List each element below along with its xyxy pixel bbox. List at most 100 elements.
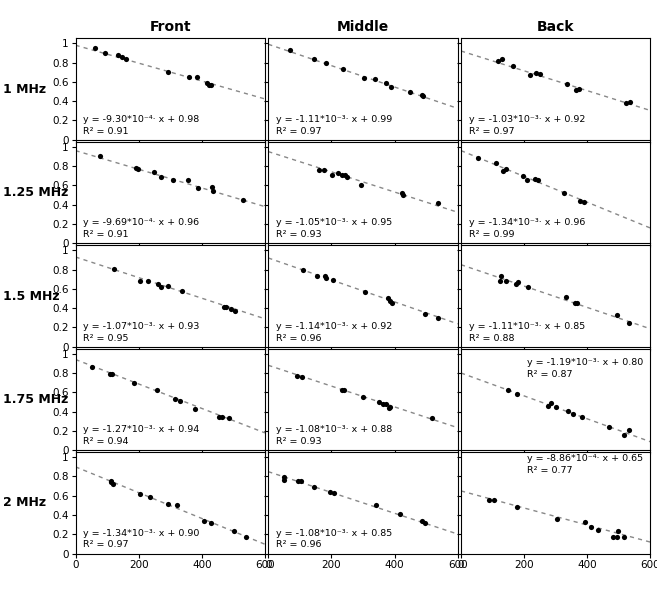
Point xyxy=(525,70,535,80)
Point xyxy=(149,168,160,177)
Point xyxy=(320,271,330,281)
Point xyxy=(168,175,178,185)
Text: y = -1.34*10⁻³· x + 0.90
R² = 0.97: y = -1.34*10⁻³· x + 0.90 R² = 0.97 xyxy=(83,529,200,549)
Point xyxy=(619,532,629,541)
Point xyxy=(296,477,306,486)
Point xyxy=(112,50,123,59)
Point xyxy=(534,69,545,79)
Point xyxy=(377,400,388,409)
Point xyxy=(100,49,110,58)
Point xyxy=(568,409,579,419)
Point xyxy=(496,271,507,281)
Point xyxy=(117,52,127,62)
Point xyxy=(495,276,506,285)
Point xyxy=(551,403,561,412)
Point xyxy=(625,97,635,107)
Point xyxy=(172,500,183,510)
Point xyxy=(192,72,202,82)
Point xyxy=(298,266,308,275)
Point xyxy=(337,170,348,179)
Point xyxy=(543,401,553,411)
Point xyxy=(574,196,585,205)
Point xyxy=(612,532,623,542)
Point xyxy=(511,502,522,511)
Point xyxy=(109,264,120,274)
Text: y = -1.08*10⁻³· x + 0.88
R² = 0.93: y = -1.08*10⁻³· x + 0.88 R² = 0.93 xyxy=(276,425,392,446)
Text: 1.25 MHz: 1.25 MHz xyxy=(3,186,69,199)
Point xyxy=(321,59,331,68)
Point xyxy=(512,390,522,399)
Point xyxy=(612,310,622,320)
Point xyxy=(574,84,585,94)
Point xyxy=(156,172,166,182)
Point xyxy=(152,385,162,395)
Point xyxy=(561,292,572,302)
Point xyxy=(340,170,351,180)
Point xyxy=(193,183,203,192)
Point xyxy=(134,490,145,499)
Point xyxy=(338,64,348,73)
Point xyxy=(153,279,164,289)
Point xyxy=(219,302,229,311)
Point xyxy=(221,302,231,311)
Point xyxy=(170,394,181,404)
Point xyxy=(183,176,193,185)
Point xyxy=(370,75,380,84)
Text: 2 MHz: 2 MHz xyxy=(3,497,47,510)
Point xyxy=(177,286,187,295)
Point xyxy=(162,500,173,509)
Point xyxy=(559,188,570,197)
Point xyxy=(562,79,573,88)
Point xyxy=(380,399,391,408)
Point xyxy=(530,174,541,184)
Point xyxy=(106,478,116,487)
Point xyxy=(551,514,562,524)
Point xyxy=(145,492,155,501)
Point xyxy=(383,293,394,303)
Point xyxy=(384,402,395,411)
Point xyxy=(238,196,248,205)
Point xyxy=(394,509,405,519)
Point xyxy=(131,163,141,172)
Point xyxy=(570,298,580,308)
Point xyxy=(359,73,369,83)
Point xyxy=(433,313,443,323)
Point xyxy=(497,54,507,64)
Point xyxy=(105,369,116,378)
Point xyxy=(327,170,337,180)
Point xyxy=(311,271,322,281)
Point xyxy=(309,54,319,63)
Point xyxy=(279,475,290,485)
Point xyxy=(387,298,397,308)
Point xyxy=(339,386,350,395)
Point xyxy=(309,482,319,492)
Point xyxy=(328,275,338,284)
Point xyxy=(419,310,430,319)
Point xyxy=(374,397,384,407)
Point xyxy=(398,190,409,200)
Point xyxy=(417,91,427,100)
Point xyxy=(121,54,131,63)
Text: y = -1.07*10⁻³· x + 0.93
R² = 0.95: y = -1.07*10⁻³· x + 0.93 R² = 0.95 xyxy=(83,321,200,343)
Point xyxy=(190,404,200,413)
Point xyxy=(175,396,185,406)
Point xyxy=(418,91,428,101)
Point xyxy=(107,369,118,379)
Point xyxy=(355,181,366,190)
Point xyxy=(503,385,514,394)
Point xyxy=(545,398,556,408)
Text: Middle: Middle xyxy=(337,20,389,34)
Point xyxy=(420,519,430,528)
Point xyxy=(385,297,396,306)
Point xyxy=(95,151,105,160)
Point xyxy=(620,98,631,108)
Point xyxy=(473,154,484,163)
Point xyxy=(518,171,529,181)
Point xyxy=(129,378,140,388)
Point xyxy=(229,306,240,316)
Point xyxy=(206,80,216,89)
Point xyxy=(498,166,509,176)
Point xyxy=(523,282,533,292)
Point xyxy=(206,519,216,528)
Point xyxy=(284,45,295,54)
